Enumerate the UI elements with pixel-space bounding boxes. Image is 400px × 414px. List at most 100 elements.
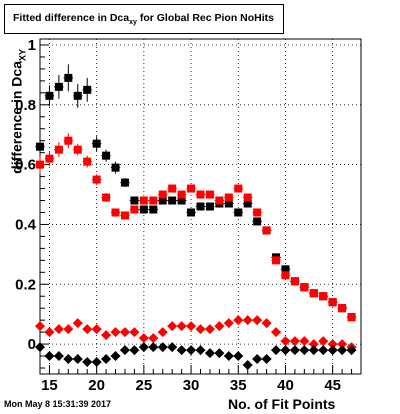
series-3-point — [214, 348, 225, 359]
series-2-point — [337, 339, 348, 350]
series-3-point — [233, 351, 244, 362]
series-3-point — [223, 351, 234, 362]
title-box: Fitted difference in Dcaxy for Global Re… — [4, 4, 284, 34]
series-3-point — [101, 354, 112, 365]
series-3-point — [138, 342, 149, 353]
y-axis-label-main: difference in Dca — [8, 60, 25, 174]
series-1-point — [187, 184, 196, 193]
series-0-point — [73, 91, 82, 100]
series-2-point — [138, 333, 149, 344]
chart-title-main: Fitted difference in Dca — [13, 12, 130, 24]
series-1-point — [83, 157, 92, 166]
series-3-point — [148, 342, 159, 353]
series-3-point — [35, 342, 45, 353]
series-0-point — [168, 196, 177, 205]
timestamp: Mon May 8 15:31:39 2017 — [4, 399, 112, 409]
series-0-point — [224, 199, 233, 208]
y-tick-label-0: 0 — [28, 336, 36, 353]
series-1-point — [347, 313, 356, 322]
series-1-point — [168, 184, 177, 193]
series-1-point — [234, 184, 243, 193]
x-tick-label-2: 25 — [136, 377, 153, 394]
series-1-point — [319, 292, 328, 301]
series-2-point — [214, 321, 225, 332]
series-1-point — [272, 256, 281, 265]
series-3-point — [271, 345, 282, 356]
series-2-point — [299, 336, 310, 347]
series-3-point — [242, 360, 253, 371]
series-3-point — [82, 357, 93, 368]
y-tick-label-3: 0.6 — [15, 157, 36, 174]
series-0-point — [139, 205, 148, 214]
x-tick-label-5: 40 — [277, 377, 294, 394]
series-2-point — [271, 327, 282, 338]
series-3-point — [53, 351, 64, 362]
series-2-point — [63, 324, 74, 335]
x-tick-label-6: 45 — [324, 377, 341, 394]
series-1-point — [120, 211, 129, 220]
series-3-point — [129, 345, 140, 356]
series-1-point — [64, 136, 73, 145]
series-0-point — [149, 205, 158, 214]
series-1-point — [205, 190, 214, 199]
series-0-point — [205, 202, 214, 211]
series-3-point — [167, 342, 178, 353]
series-3-point — [119, 345, 130, 356]
series-0-point — [120, 178, 129, 187]
series-3-point — [280, 345, 291, 356]
series-3-point — [299, 345, 310, 356]
series-0-point — [243, 199, 252, 208]
series-0-point — [54, 82, 63, 91]
series-3-point — [261, 354, 272, 365]
y-tick-label-2: 0.4 — [15, 216, 37, 233]
chart-title: Fitted difference in Dcaxy for Global Re… — [13, 12, 274, 26]
series-2-point — [35, 321, 45, 332]
series-2-point — [223, 318, 234, 329]
series-3-point — [346, 345, 357, 356]
series-3-point — [63, 354, 74, 365]
x-axis-label: No. of Fit Points — [228, 396, 336, 412]
series-2-point — [167, 321, 178, 332]
series-0-point — [253, 217, 262, 226]
series-1-point — [111, 208, 120, 217]
series-1-point — [102, 193, 111, 202]
series-1-point — [73, 145, 82, 154]
series-2-point — [110, 327, 121, 338]
series-2-point — [308, 339, 319, 350]
series-3-point — [176, 345, 187, 356]
series-0-point — [196, 202, 205, 211]
series-2-point — [195, 324, 206, 335]
series-3-point — [289, 345, 300, 356]
series-0-point — [45, 91, 54, 100]
series-1-point — [130, 205, 139, 214]
series-3-point — [91, 357, 102, 368]
x-tick-label-3: 30 — [183, 377, 200, 394]
series-2-point — [318, 336, 329, 347]
series-1-point — [149, 196, 158, 205]
series-1-point — [243, 193, 252, 202]
series-2-point — [129, 327, 140, 338]
y-tick-label-1: 0.2 — [15, 276, 36, 293]
x-tick-label-1: 20 — [88, 377, 105, 394]
series-2-point — [289, 336, 300, 347]
series-0-point — [64, 73, 73, 82]
series-1-point — [281, 271, 290, 280]
series-1-point — [196, 190, 205, 199]
series-3-point — [318, 345, 329, 356]
series-2-point — [101, 330, 112, 341]
series-1-point — [36, 160, 44, 169]
series-1-point — [253, 208, 262, 217]
series-0-point — [111, 163, 120, 172]
series-3-point — [337, 345, 348, 356]
series-3-point — [44, 351, 55, 362]
x-tick-label-4: 35 — [230, 377, 247, 394]
series-1-point — [338, 304, 347, 313]
y-tick-label-4: 0.8 — [15, 97, 36, 114]
series-2-point — [327, 339, 338, 350]
y-axis-label-sub: XY — [17, 48, 28, 61]
series-3-point — [195, 345, 206, 356]
series-1-point — [328, 298, 337, 307]
series-0-point — [130, 196, 139, 205]
series-3-point — [157, 342, 168, 353]
series-1-point — [45, 154, 54, 163]
